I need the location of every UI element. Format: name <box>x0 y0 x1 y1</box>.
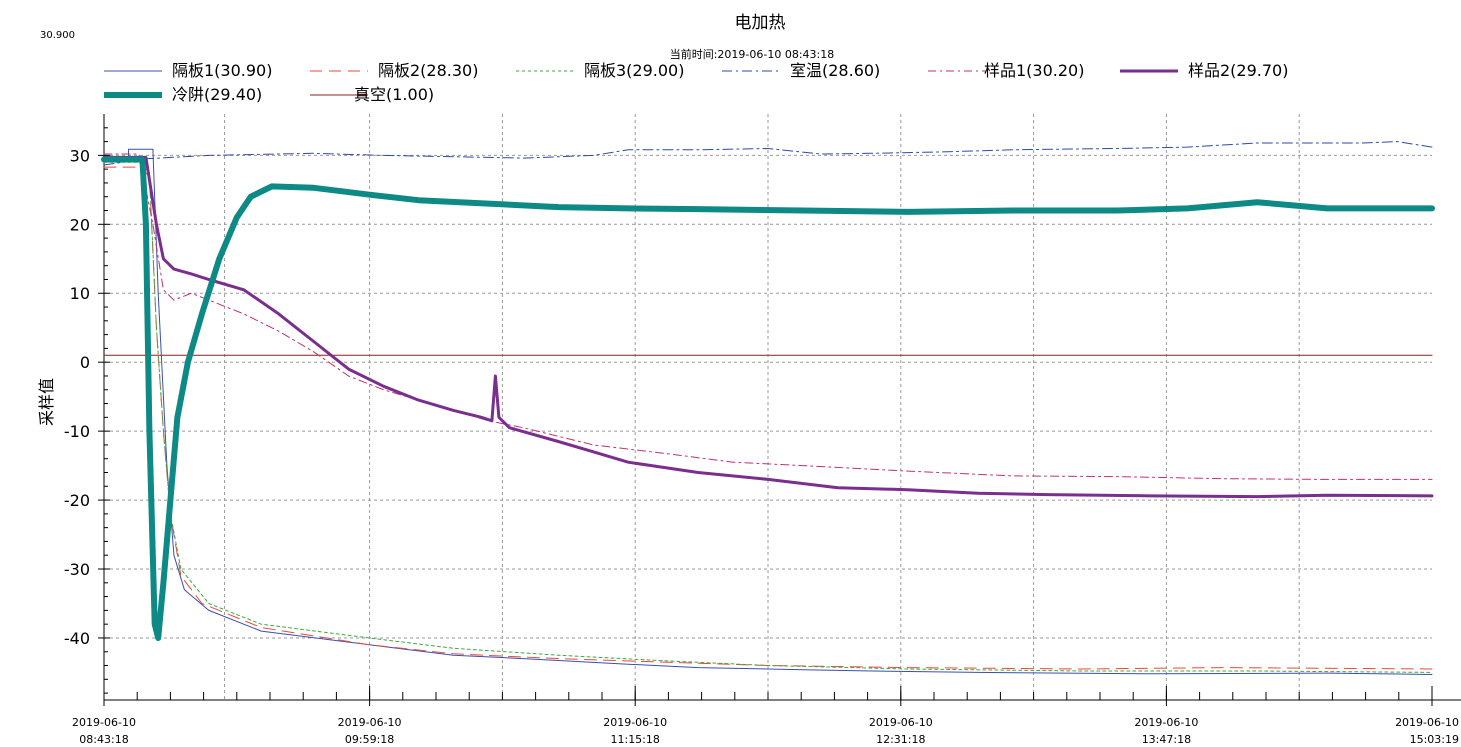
x-tick-label-time: 08:43:18 <box>79 733 128 746</box>
series-line-0 <box>103 148 1433 675</box>
x-tick-label-time: 11:15:18 <box>610 733 659 746</box>
series-line-2 <box>103 161 1433 673</box>
corner-value: 30.900 <box>40 30 75 41</box>
series-line-6 <box>101 156 1435 641</box>
axes: 30 20 10 0 -10 -20 -30 -40 2019-06-10 08:43:18 201… <box>64 127 1459 746</box>
chart-subtitle: 当前时间:2019-06-10 08:43:18 <box>670 47 835 61</box>
x-tick-label-date: 2019-06-10 <box>603 716 667 729</box>
legend-label-0: 隔板1(30.90) <box>172 61 272 80</box>
legend: 隔板1(30.90) 隔板2(28.30) 隔板3(29.00) 室温(28.60) 样… <box>104 61 1288 104</box>
x-tick-label-date: 2019-06-10 <box>338 716 402 729</box>
legend-label-3: 室温(28.60) <box>790 61 880 80</box>
y-tick-label: -30 <box>64 560 90 579</box>
y-tick-label: -10 <box>64 422 90 441</box>
y-tick-label: 0 <box>80 353 90 372</box>
legend-label-1: 隔板2(28.30) <box>378 61 478 80</box>
legend-label-2: 隔板3(29.00) <box>584 61 684 80</box>
grid <box>104 114 1432 700</box>
x-tick-label-time: 13:47:18 <box>1142 733 1191 746</box>
x-tick-label-date: 2019-06-10 <box>1395 716 1459 729</box>
y-tick-label: 20 <box>70 215 90 234</box>
series-line-3 <box>103 141 1433 166</box>
legend-label-4: 样品1(30.20) <box>984 61 1084 80</box>
y-axis-label: 采样值 <box>37 378 56 426</box>
x-tick-label-date: 2019-06-10 <box>1134 716 1198 729</box>
x-tick-label-date: 2019-06-10 <box>72 716 136 729</box>
plot-frame <box>103 114 1461 701</box>
x-tick-label-time: 09:59:18 <box>345 733 394 746</box>
legend-label-5: 样品2(29.70) <box>1188 61 1288 80</box>
legend-label-7: 真空(1.00) <box>354 85 434 104</box>
y-tick-label: -20 <box>64 491 90 510</box>
legend-label-6: 冷阱(29.40) <box>172 85 262 104</box>
series-line-5 <box>102 155 1434 499</box>
y-tick-label: 30 <box>70 146 90 165</box>
x-tick-label-date: 2019-06-10 <box>869 716 933 729</box>
x-tick-label-time: 15:03:19 <box>1410 733 1459 746</box>
y-tick-label: -40 <box>64 629 90 648</box>
y-tick-label: 10 <box>70 284 90 303</box>
x-tick-label-time: 12:31:18 <box>876 733 925 746</box>
chart-title: 电加热 <box>735 13 786 33</box>
series-group <box>101 141 1435 675</box>
